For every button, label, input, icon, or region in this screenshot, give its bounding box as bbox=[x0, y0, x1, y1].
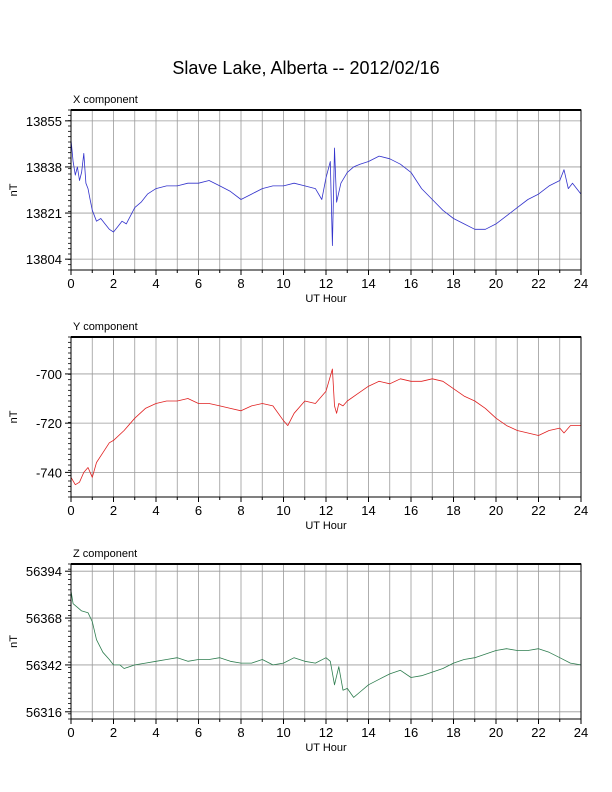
x-x-tick-label: 8 bbox=[237, 276, 244, 291]
z-x-tick-label: 16 bbox=[404, 725, 418, 740]
z-component-panel: 0 2 4 6 8 10 12 14 16 18 20 22 245631656342563685639… bbox=[8, 548, 588, 754]
x-y-axis-label: nT bbox=[8, 183, 20, 196]
y-y-axis-label: nT bbox=[8, 410, 20, 423]
x-y-tick-label: 13821 bbox=[26, 206, 62, 221]
y-x-tick-label: 8 bbox=[237, 503, 244, 518]
x-x-tick-label: 12 bbox=[319, 276, 333, 291]
page-title: Slave Lake, Alberta -- 2012/02/16 bbox=[172, 58, 440, 78]
z-x-tick-label: 14 bbox=[361, 725, 375, 740]
z-x-tick-label: 22 bbox=[531, 725, 545, 740]
y-y-tick-label: -720 bbox=[36, 416, 62, 431]
y-y-tick-label: -740 bbox=[36, 465, 62, 480]
x-x-tick-label: 24 bbox=[574, 276, 588, 291]
x-x-tick-label: 6 bbox=[195, 276, 202, 291]
y-x-tick-label: 6 bbox=[195, 503, 202, 518]
x-x-tick-label: 18 bbox=[446, 276, 460, 291]
y-x-tick-label: 24 bbox=[574, 503, 588, 518]
y-x-tick-label: 0 bbox=[67, 503, 74, 518]
z-x-tick-label: 10 bbox=[276, 725, 290, 740]
y-x-tick-label: 16 bbox=[404, 503, 418, 518]
y-x-tick-label: 12 bbox=[319, 503, 333, 518]
z-component-title: Z component bbox=[73, 548, 137, 560]
x-component-title: X component bbox=[73, 94, 138, 106]
x-x-tick-label: 10 bbox=[276, 276, 290, 291]
z-x-tick-label: 20 bbox=[489, 725, 503, 740]
x-series-line bbox=[70, 139, 582, 246]
x-y-tick-label: 13855 bbox=[26, 114, 62, 129]
z-x-tick-label: 12 bbox=[319, 725, 333, 740]
x-component-panel: 0 2 4 6 8 10 12 14 16 18 20 22 241380413821138381385… bbox=[8, 94, 588, 305]
z-y-tick-label: 56342 bbox=[26, 658, 62, 673]
z-y-tick-label: 56316 bbox=[26, 705, 62, 720]
x-x-tick-label: 20 bbox=[489, 276, 503, 291]
y-x-tick-label: 20 bbox=[489, 503, 503, 518]
x-y-tick-label: 13838 bbox=[26, 160, 62, 175]
z-y-tick-label: 56368 bbox=[26, 611, 62, 626]
y-x-tick-label: 14 bbox=[361, 503, 375, 518]
z-x-axis-label: UT Hour bbox=[305, 742, 347, 754]
z-x-tick-label: 2 bbox=[110, 725, 117, 740]
y-x-tick-label: 18 bbox=[446, 503, 460, 518]
x-y-tick-label: 13804 bbox=[26, 252, 62, 267]
z-x-tick-label: 6 bbox=[195, 725, 202, 740]
y-x-axis-label: UT Hour bbox=[305, 520, 347, 532]
y-x-tick-label: 10 bbox=[276, 503, 290, 518]
z-x-tick-label: 4 bbox=[152, 725, 159, 740]
x-x-tick-label: 2 bbox=[110, 276, 117, 291]
y-x-tick-label: 4 bbox=[152, 503, 159, 518]
x-x-tick-label: 16 bbox=[404, 276, 418, 291]
y-component-title: Y component bbox=[73, 321, 138, 333]
y-x-tick-label: 22 bbox=[531, 503, 545, 518]
z-x-tick-label: 24 bbox=[574, 725, 588, 740]
z-x-tick-label: 18 bbox=[446, 725, 460, 740]
x-x-tick-label: 0 bbox=[67, 276, 74, 291]
z-y-tick-label: 56394 bbox=[26, 564, 62, 579]
z-x-tick-label: 0 bbox=[67, 725, 74, 740]
z-y-axis-label: nT bbox=[8, 635, 20, 648]
z-series-line bbox=[70, 590, 582, 698]
y-x-tick-label: 2 bbox=[110, 503, 117, 518]
x-x-tick-label: 4 bbox=[152, 276, 159, 291]
z-x-tick-label: 8 bbox=[237, 725, 244, 740]
x-x-tick-label: 14 bbox=[361, 276, 375, 291]
y-series-line bbox=[70, 368, 581, 486]
x-x-axis-label: UT Hour bbox=[305, 293, 347, 305]
x-x-tick-label: 22 bbox=[531, 276, 545, 291]
y-y-tick-label: -700 bbox=[36, 367, 62, 382]
